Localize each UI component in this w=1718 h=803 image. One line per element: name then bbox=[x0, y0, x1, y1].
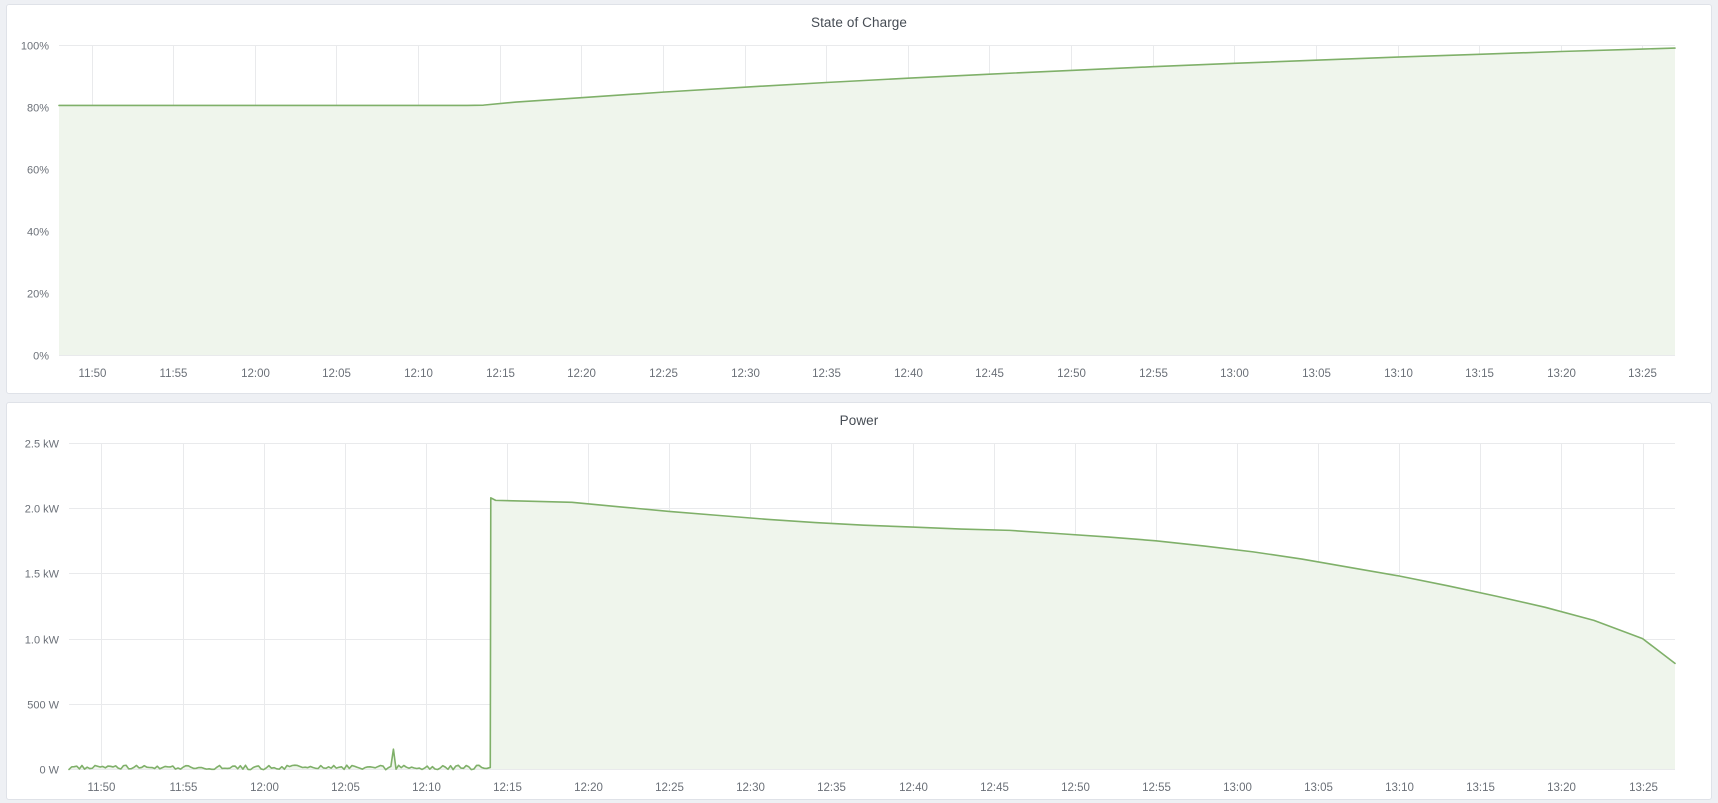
x-axis-tick-label: 13:00 bbox=[1223, 782, 1252, 793]
x-axis-tick-label: 13:20 bbox=[1547, 368, 1576, 380]
chart-power[interactable]: 0 W 500 W 1.0 kW 1.5 kW 2.0 kW 2.5 kW 11:50 11:… bbox=[7, 433, 1711, 793]
x-axis-tick-label: 12:35 bbox=[817, 782, 846, 793]
state-of-charge-plot[interactable]: 0% 20% 40% 60% 80% 100% 11:50 11:55 12:00 12:05 12… bbox=[7, 35, 1711, 385]
x-axis-tick-label: 12:30 bbox=[736, 782, 765, 793]
x-axis-tick-label: 13:15 bbox=[1465, 368, 1494, 380]
x-axis-tick-label: 13:00 bbox=[1220, 368, 1249, 380]
x-axis-tick-label: 12:20 bbox=[567, 368, 596, 380]
panel-title-power: Power bbox=[839, 413, 879, 428]
x-axis-tick-label: 13:10 bbox=[1384, 368, 1413, 380]
y-axis-tick-label: 500 W bbox=[27, 700, 59, 712]
x-axis-tick-label: 12:25 bbox=[649, 368, 678, 380]
x-axis-tick-label: 12:35 bbox=[812, 368, 841, 380]
y-axis-tick-label: 1.0 kW bbox=[25, 635, 60, 647]
chart-state-of-charge[interactable]: 0% 20% 40% 60% 80% 100% 11:50 11:55 12:00 12:05 12… bbox=[7, 35, 1711, 385]
x-axis-tick-label: 12:10 bbox=[412, 782, 441, 793]
y-axis-tick-label: 60% bbox=[27, 165, 49, 177]
y-axis-tick-label: 2.5 kW bbox=[25, 439, 60, 451]
series-fill-area bbox=[59, 48, 1675, 355]
y-axis-tick-label: 80% bbox=[27, 103, 49, 115]
x-axis-tick-label: 12:05 bbox=[331, 782, 360, 793]
x-axis-tick-label: 12:15 bbox=[493, 782, 522, 793]
series-line bbox=[58, 47, 1676, 107]
y-axis-tick-label: 100% bbox=[21, 41, 49, 53]
x-axis-tick-label: 11:50 bbox=[79, 368, 107, 380]
x-axis-tick-label: 13:05 bbox=[1302, 368, 1331, 380]
y-axis-tick-label: 20% bbox=[27, 289, 49, 301]
x-axis-tick-label: 12:45 bbox=[980, 782, 1009, 793]
series-fill-area bbox=[69, 497, 1675, 770]
x-axis-tick-label: 12:55 bbox=[1139, 368, 1168, 380]
y-axis-tick-label: 0 W bbox=[39, 765, 59, 777]
y-axis-tick-label: 2.0 kW bbox=[25, 504, 60, 516]
x-axis-tick-label: 12:25 bbox=[655, 782, 684, 793]
x-axis-tick-label: 12:20 bbox=[574, 782, 603, 793]
x-axis-tick-label: 12:00 bbox=[241, 368, 270, 380]
x-axis-tick-label: 13:10 bbox=[1385, 782, 1414, 793]
y-axis-tick-label: 40% bbox=[27, 227, 49, 239]
power-plot[interactable]: 0 W 500 W 1.0 kW 1.5 kW 2.0 kW 2.5 kW 11:50 11:… bbox=[7, 433, 1711, 793]
x-axis-tick-label: 12:55 bbox=[1142, 782, 1171, 793]
x-axis-tick-label: 12:45 bbox=[975, 368, 1004, 380]
x-axis-tick-label: 11:55 bbox=[160, 368, 188, 380]
x-axis-tick-label: 12:50 bbox=[1061, 782, 1090, 793]
x-axis-tick-label: 12:15 bbox=[486, 368, 515, 380]
x-axis-tick-label: 13:25 bbox=[1629, 782, 1658, 793]
panel-state-of-charge: State of Charge 0% 20% 40% 60% 80% 100% 11:50 1… bbox=[6, 4, 1712, 394]
x-axis-tick-label: 13:20 bbox=[1547, 782, 1576, 793]
y-axis-tick-label: 0% bbox=[33, 351, 49, 363]
y-axis-tick-label: 1.5 kW bbox=[25, 569, 60, 581]
x-axis-tick-label: 13:05 bbox=[1304, 782, 1333, 793]
x-axis-tick-label: 12:10 bbox=[404, 368, 433, 380]
x-axis-tick-label: 12:30 bbox=[731, 368, 760, 380]
x-axis-tick-label: 12:50 bbox=[1057, 368, 1086, 380]
panel-power: Power 0 W 500 W 1.0 kW 1.5 kW 2.0 kW 2.5 kW 11… bbox=[6, 402, 1712, 800]
x-axis-tick-label: 12:00 bbox=[250, 782, 279, 793]
panel-title-state-of-charge: State of Charge bbox=[810, 15, 908, 30]
x-axis-tick-label: 11:55 bbox=[170, 782, 198, 793]
x-axis-tick-label: 12:40 bbox=[899, 782, 928, 793]
x-axis-tick-label: 12:40 bbox=[894, 368, 923, 380]
x-axis-tick-label: 12:05 bbox=[322, 368, 351, 380]
series-line bbox=[68, 496, 1676, 771]
x-axis-tick-label: 13:15 bbox=[1466, 782, 1495, 793]
x-axis-tick-label: 13:25 bbox=[1628, 368, 1657, 380]
x-axis-tick-label: 11:50 bbox=[88, 782, 116, 793]
